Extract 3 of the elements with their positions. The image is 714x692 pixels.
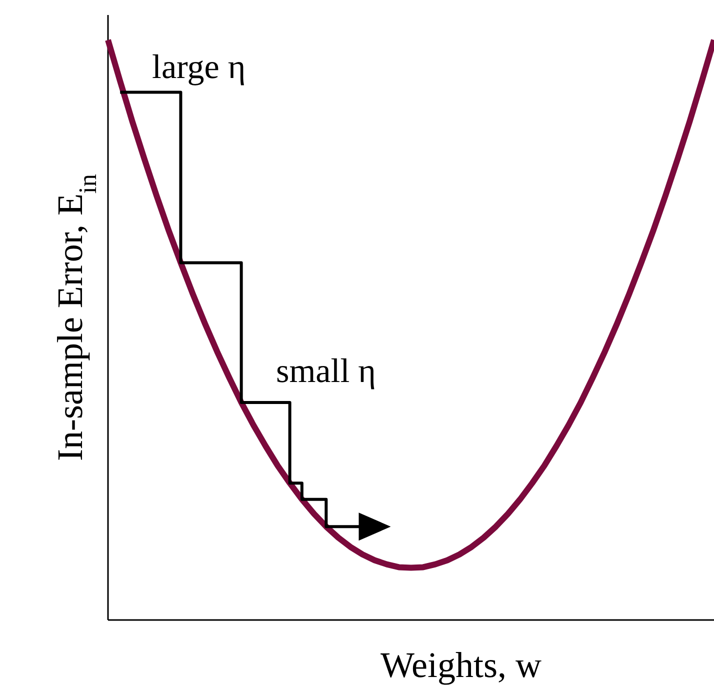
annotation: large η [152,49,246,86]
annotation: small η [276,353,376,390]
x-axis-title: Weights, w [380,645,542,685]
